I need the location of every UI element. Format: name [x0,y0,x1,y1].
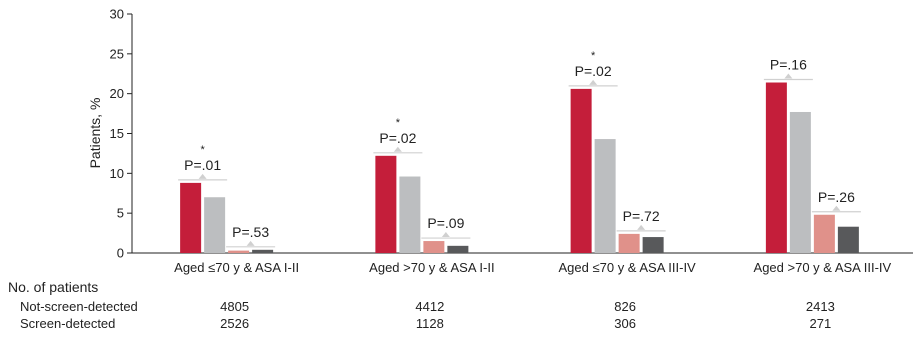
x-category-label: Aged >70 y & ASA I-II [369,260,494,275]
bar [252,249,274,253]
p-value-label: P=.02 [379,130,416,146]
table-row-label: Not-screen-detected [20,299,138,314]
significance-star: * [200,144,205,156]
p-value-label: P=.16 [770,57,807,73]
bracket-marker [198,173,207,179]
y-tick-label: 5 [117,206,124,221]
table-cell: 4412 [415,299,445,314]
p-value-label: P=.02 [575,63,612,79]
bracket-marker [589,79,598,85]
bracket-marker [393,146,402,152]
y-tick-label: 10 [110,166,124,181]
bracket-marker [246,240,255,246]
bar [789,111,811,254]
bar [447,245,469,253]
table-title: No. of patients [8,279,99,295]
bar [399,176,421,253]
y-tick-label: 0 [117,246,124,261]
significance-star: * [591,50,596,62]
x-category-label: Aged ≤70 y & ASA III-IV [559,260,697,275]
y-tick-label: 20 [110,86,124,101]
table-row-label: Screen-detected [20,316,116,331]
y-tick-label: 15 [110,126,124,141]
bracket-marker [832,205,841,211]
bar [228,250,250,253]
p-value-label: P=.26 [818,189,855,205]
bracket-marker [441,232,450,238]
bar [594,139,616,253]
p-value-label: P=.53 [232,224,269,240]
bar-chart: 0 5 10 15 20 25 30 Aged ≤70 y & ASA I-II Aged >7… [87,7,913,275]
bar [570,88,592,254]
chart-annotations: P=.01*P=.53P=.02*P=.09P=.02*P=.72P=.16P=… [178,50,861,248]
bar [837,226,859,253]
x-category-label: Aged ≤70 y & ASA I-II [174,260,299,275]
chart-axes: 0 5 10 15 20 25 30 Aged ≤70 y & ASA I-II Aged >7… [110,7,913,275]
bar [618,233,640,253]
table-cell: 271 [809,316,832,331]
table-cell: 826 [614,299,636,314]
bracket-marker [784,73,793,79]
p-value-label: P=.09 [427,215,464,231]
chart-bars [180,82,859,254]
significance-star: * [396,117,401,129]
bar [180,182,202,253]
bar [375,155,397,253]
bar [765,82,787,253]
table-cell: 2413 [805,299,835,314]
y-axis-label: Patients, % [87,98,103,169]
bar [642,237,664,253]
table-cell: 1128 [415,316,444,331]
p-value-label: P=.01 [184,157,221,173]
bar [813,214,835,253]
y-tick-label: 25 [110,46,124,61]
bracket-marker [637,224,646,230]
table-cell: 2526 [220,316,250,331]
p-value-label: P=.72 [623,208,660,224]
y-tick-label: 30 [110,7,124,22]
table-cell: 4805 [220,299,250,314]
bar [204,197,226,253]
bar [423,241,445,253]
table-cell: 306 [614,316,636,331]
x-category-label: Aged >70 y & ASA III-IV [754,260,892,275]
